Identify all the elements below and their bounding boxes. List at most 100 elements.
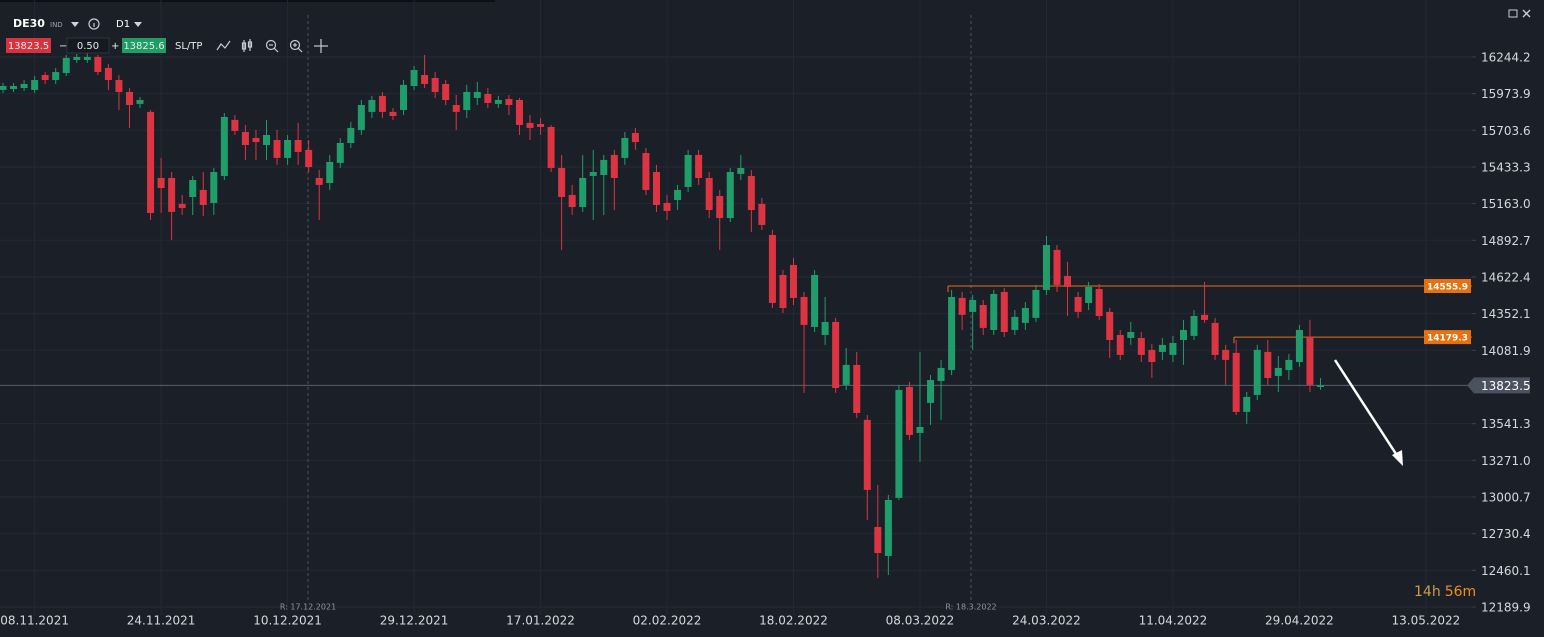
candle-body [1116, 334, 1124, 355]
marker-label: R: 18.3.2022 [945, 603, 996, 612]
y-tick-label: 15433.3 [1481, 160, 1531, 174]
volume-box[interactable] [66, 37, 110, 54]
candle-body [378, 95, 386, 112]
x-tick-label: 17.01.2022 [506, 614, 575, 628]
info-icon[interactable] [88, 18, 100, 30]
candle-body [452, 104, 460, 112]
candle-body [94, 56, 102, 73]
y-tick-label: 15973.9 [1481, 87, 1531, 101]
candle-timer: 14h 56m [1414, 584, 1476, 600]
price-line-label: 14179.3 [1427, 334, 1468, 344]
candle-body [168, 177, 176, 212]
x-tick-label: 11.04.2022 [1139, 614, 1208, 628]
candle-body [990, 293, 998, 330]
candle-body [421, 75, 429, 84]
price-line-label-box [1424, 330, 1471, 345]
zoom-out-icon[interactable] [265, 39, 279, 53]
toolbar: DE30 IND D1 13823.5 − 0.50 + 13825.6 SL/… [6, 9, 1531, 54]
candle-body [1000, 291, 1008, 332]
candle-body [147, 111, 155, 213]
sltp-button[interactable]: SL/TP [175, 41, 202, 52]
candle-icon[interactable] [241, 39, 253, 52]
candle-body [1190, 315, 1198, 336]
candle-body [905, 386, 913, 435]
candle-body [505, 99, 513, 105]
bid-box[interactable] [6, 38, 51, 53]
candle-body [1011, 316, 1019, 330]
candle-body [663, 202, 671, 211]
candle-body [558, 167, 566, 197]
candle-body [937, 367, 945, 381]
volume: 0.50 [77, 41, 99, 52]
price-line-label-box [1424, 278, 1471, 293]
candle-body [189, 180, 197, 197]
current-price-label: 13823.5 [1481, 379, 1531, 393]
candle-body [832, 321, 840, 389]
candle-body [1295, 329, 1303, 362]
symbol[interactable]: DE30 [13, 17, 45, 30]
ask-box[interactable] [122, 38, 166, 53]
y-tick-label: 14352.1 [1481, 307, 1531, 321]
y-tick-label: 13000.7 [1481, 491, 1531, 505]
y-tick-label: 12730.4 [1481, 527, 1531, 541]
plus-button[interactable]: + [111, 41, 119, 52]
dropdown-arrow[interactable] [71, 22, 79, 27]
candle-body [642, 153, 650, 190]
candle-body [400, 84, 408, 111]
candle-body [294, 139, 302, 152]
candle-body [579, 177, 587, 208]
candle-body [305, 149, 313, 167]
candle-body [1317, 385, 1324, 387]
candle-body [515, 99, 523, 125]
candle-body [315, 177, 323, 185]
candle-body [526, 122, 534, 128]
candle-body [1274, 367, 1282, 376]
candle-body [969, 299, 977, 312]
y-tick-label: 14622.4 [1481, 270, 1531, 284]
candle-body [83, 56, 91, 60]
ask-price: 13825.6 [123, 41, 164, 52]
candle-body [1074, 296, 1082, 312]
crosshair-icon[interactable] [314, 39, 328, 53]
zoom-in-icon[interactable] [289, 39, 303, 53]
symbol-type: IND [50, 21, 63, 29]
candle-body [136, 99, 144, 104]
y-tick-label: 13271.0 [1481, 454, 1531, 468]
bid-price: 13823.5 [8, 41, 49, 52]
candle-body [1169, 342, 1177, 355]
candle-body [916, 426, 924, 433]
candle-body [589, 172, 597, 176]
candle-body [431, 77, 439, 92]
dropdown-arrow[interactable] [134, 22, 142, 27]
candle-body [979, 304, 987, 328]
candle-body [758, 203, 766, 225]
candle-body [326, 161, 334, 184]
candle-body [1095, 288, 1103, 316]
candle-body [652, 172, 660, 205]
candle-body [0, 85, 7, 90]
candle-body [610, 154, 618, 178]
candle-body [863, 419, 871, 490]
y-tick-label: 13541.3 [1481, 417, 1531, 431]
candle-body [1137, 337, 1145, 355]
candle-body [199, 189, 207, 205]
timeframe[interactable]: D1 [116, 19, 130, 30]
candle-body [494, 99, 502, 104]
candle-body [737, 167, 745, 174]
candle-body [842, 364, 850, 385]
line-chart-icon[interactable] [216, 40, 231, 51]
minus-button[interactable]: − [59, 41, 67, 52]
current-price-box [1467, 377, 1530, 394]
candle-body [631, 132, 639, 143]
candle-body [726, 172, 734, 219]
close-icon[interactable] [1522, 9, 1531, 18]
x-tick-label: 29.12.2021 [380, 614, 449, 628]
trend-arrow [1333, 359, 1403, 466]
candle-body [31, 80, 39, 90]
x-tick-label: 29.04.2022 [1265, 614, 1334, 628]
window-icon[interactable] [1508, 9, 1518, 18]
candle-body [790, 264, 797, 298]
candle-body [115, 80, 123, 92]
